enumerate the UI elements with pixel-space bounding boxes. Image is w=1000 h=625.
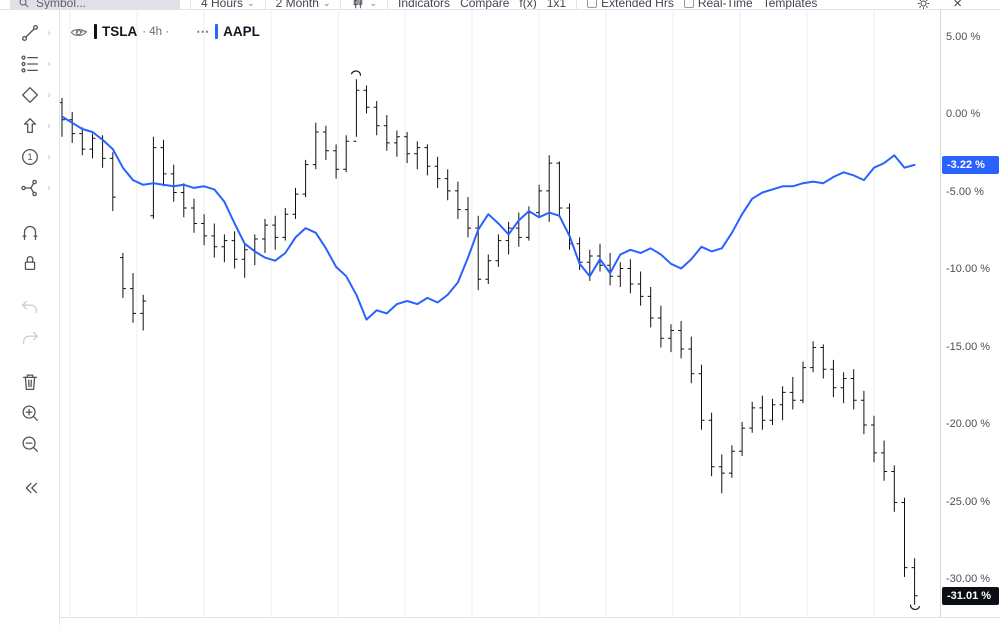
chevron-down-icon: ⌄ <box>322 0 331 8</box>
symbol-search-placeholder: Symbol... <box>36 0 87 10</box>
chart-canvas[interactable]: ⋯ TSLA · 4h · ⋯ AAPL <box>60 10 940 617</box>
toolbar-separator <box>264 0 266 9</box>
time-axis[interactable] <box>60 617 1000 625</box>
curl-mark <box>909 604 921 611</box>
price-axis[interactable]: 5.00 % 0.00 % -5.00 % -10.00 % -15.00 % -20.0… <box>940 10 1000 617</box>
series-color-marker <box>94 24 97 39</box>
indicators-button[interactable]: Indicators <box>398 0 451 10</box>
toolbar-separator <box>190 0 191 9</box>
price-tick: -30.00 % <box>946 573 991 585</box>
submenu-chevron-icon: › <box>47 151 51 162</box>
tsla-ohlc-bars <box>60 79 918 605</box>
trend-line-tool[interactable]: › <box>8 18 52 48</box>
price-tick: -5.00 % <box>946 185 984 198</box>
fib-retracement-tool[interactable]: › <box>8 49 52 79</box>
submenu-chevron-icon: › <box>47 89 51 100</box>
fx-button[interactable]: f(x) <box>519 0 537 10</box>
curl-mark <box>350 70 362 76</box>
layout-grid-button[interactable]: 1x1 <box>546 0 567 10</box>
toolbar-separator <box>340 0 342 9</box>
arrow-marker-tool[interactable]: › <box>8 111 52 141</box>
tsla-last-value-badge: -31.01 % <box>942 586 999 605</box>
pattern-tool[interactable]: › <box>8 80 52 110</box>
price-tick: -10.00 % <box>946 263 991 275</box>
chart-legend: ⋯ TSLA · 4h · ⋯ AAPL <box>70 24 260 39</box>
range-select[interactable]: 2 Month ⌄ <box>276 0 331 9</box>
compare-button[interactable]: Compare <box>460 0 510 10</box>
measure-projection-tool[interactable]: › <box>8 173 52 203</box>
drawing-toolbar: › › › › 1 › › <box>0 10 60 625</box>
undo-button[interactable] <box>8 292 52 322</box>
price-tick: -25.00 % <box>946 495 991 508</box>
chart-style-select[interactable]: ⌄ <box>351 0 378 9</box>
legend-series-aapl[interactable]: ⋯ AAPL <box>70 23 260 39</box>
legend-series-tsla[interactable]: ⋯ TSLA · 4h · <box>70 24 169 39</box>
series-interval: · 4h · <box>142 25 170 38</box>
price-tick: -15.00 % <box>946 340 991 353</box>
extended-hours-toggle[interactable]: Extended Hrs <box>587 0 674 9</box>
realtime-checkbox[interactable] <box>683 0 694 8</box>
price-tick: -20.00 % <box>946 418 991 430</box>
submenu-chevron-icon: › <box>47 58 51 69</box>
redo-button[interactable] <box>8 323 52 353</box>
series-symbol: TSLA <box>102 24 138 39</box>
interval-select[interactable]: 4 Hours ⌄ <box>201 0 255 9</box>
chevron-down-icon: ⌄ <box>247 0 255 8</box>
submenu-chevron-icon: › <box>47 182 51 193</box>
chart-plot <box>60 10 921 617</box>
chevron-down-icon: ⌄ <box>369 0 378 8</box>
settings-gear-icon[interactable] <box>916 0 931 10</box>
submenu-chevron-icon: › <box>47 120 51 131</box>
aapl-last-value-badge: -3.22 % <box>942 155 999 174</box>
close-icon[interactable]: × <box>953 0 962 10</box>
series-symbol: AAPL <box>223 24 260 39</box>
price-tick: 0.00 % <box>946 108 981 120</box>
magnet-tool[interactable] <box>8 217 52 247</box>
series-menu-icon[interactable]: ⋯ <box>196 23 211 39</box>
lock-all-drawings-tool[interactable] <box>8 248 52 278</box>
realtime-toggle[interactable]: Real-Time <box>683 0 753 9</box>
templates-button[interactable]: Templates <box>762 0 818 10</box>
zoom-out-button[interactable] <box>8 429 52 459</box>
remove-drawings-button[interactable] <box>8 367 52 397</box>
series-color-marker <box>215 24 219 39</box>
symbol-search-input[interactable]: Symbol... <box>10 0 180 10</box>
annotation-count-tool[interactable]: 1 › <box>8 142 52 172</box>
extended-hours-checkbox[interactable] <box>587 0 598 8</box>
collapse-toolbar-button[interactable] <box>8 473 52 503</box>
svg-text:1: 1 <box>27 152 32 162</box>
candlestick-style-icon <box>354 0 363 9</box>
zoom-in-button[interactable] <box>8 398 52 428</box>
toolbar-separator <box>576 0 578 9</box>
search-icon <box>19 0 29 8</box>
price-tick: 5.00 % <box>946 30 981 43</box>
submenu-chevron-icon: › <box>47 27 51 38</box>
top-toolbar: Symbol... 4 Hours ⌄ 2 Month ⌄ ⌄ Indicators… <box>0 0 1000 10</box>
aapl-line <box>61 115 916 321</box>
toolbar-separator <box>387 0 389 9</box>
